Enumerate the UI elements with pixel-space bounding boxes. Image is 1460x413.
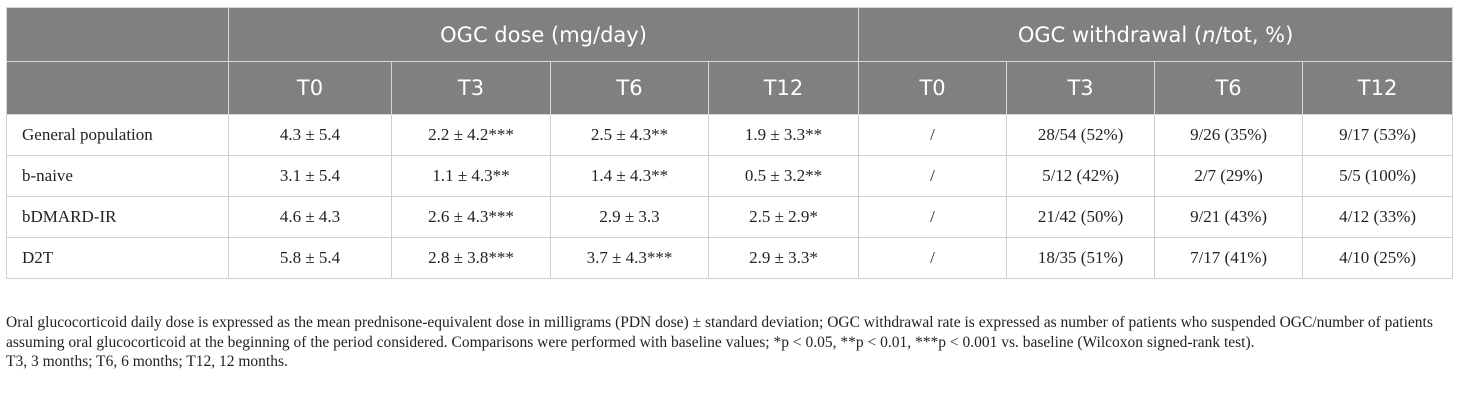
sub-header-cell: T6 bbox=[550, 61, 709, 115]
table-row: General population 4.3 ± 5.4 2.2 ± 4.2**… bbox=[6, 114, 1454, 156]
table-cell: 2/7 (29%) bbox=[1154, 155, 1304, 197]
table-cell: 5/5 (100%) bbox=[1302, 155, 1454, 197]
table-cell: 2.5 ± 2.9* bbox=[707, 196, 860, 238]
group-header-dose: OGC dose (mg/day) bbox=[227, 7, 860, 62]
data-table-container: OGC dose (mg/day) OGC withdrawal (n/tot,… bbox=[6, 7, 1454, 279]
table-row: bDMARD-IR 4.6 ± 4.3 2.6 ± 4.3*** 2.9 ± 3… bbox=[6, 196, 1454, 238]
table-cell: 4.6 ± 4.3 bbox=[228, 196, 392, 238]
table-cell: 21/42 (50%) bbox=[1006, 196, 1156, 238]
table-cell: / bbox=[858, 237, 1008, 279]
table-row: b-naive 3.1 ± 5.4 1.1 ± 4.3** 1.4 ± 4.3*… bbox=[6, 155, 1454, 197]
table-cell: 9/21 (43%) bbox=[1154, 196, 1304, 238]
table-footnotes: Oral glucocorticoid daily dose is expres… bbox=[6, 313, 1452, 372]
table-cell: 2.9 ± 3.3 bbox=[550, 196, 709, 238]
table-cell: 3.1 ± 5.4 bbox=[228, 155, 392, 197]
table-cell: 2.6 ± 4.3*** bbox=[391, 196, 551, 238]
table-cell: 2.2 ± 4.2*** bbox=[391, 114, 551, 156]
sub-header-row: T0 T3 T6 T12 T0 T3 T6 T12 bbox=[6, 61, 1454, 115]
group-header-row: OGC dose (mg/day) OGC withdrawal (n/tot,… bbox=[6, 7, 1454, 62]
table-cell: 1.4 ± 4.3** bbox=[550, 155, 709, 197]
table-cell: / bbox=[858, 114, 1008, 156]
table-cell: 28/54 (52%) bbox=[1006, 114, 1156, 156]
table-cell: / bbox=[858, 196, 1008, 238]
sub-header-cell: T6 bbox=[1154, 61, 1304, 115]
table-cell: 5/12 (42%) bbox=[1006, 155, 1156, 197]
table-cell: 9/26 (35%) bbox=[1154, 114, 1304, 156]
sub-header-cell: T12 bbox=[1302, 61, 1454, 115]
table-cell: 1.1 ± 4.3** bbox=[391, 155, 551, 197]
table-cell: 2.8 ± 3.8*** bbox=[391, 237, 551, 279]
row-label: General population bbox=[6, 114, 229, 156]
table-cell: 2.5 ± 4.3** bbox=[550, 114, 709, 156]
row-label: b-naive bbox=[6, 155, 229, 197]
table-cell: 4/12 (33%) bbox=[1302, 196, 1454, 238]
sub-header-corner-cell bbox=[6, 61, 229, 115]
table-cell: 2.9 ± 3.3* bbox=[707, 237, 860, 279]
sub-header-cell: T12 bbox=[707, 61, 860, 115]
sub-header-cell: T3 bbox=[1006, 61, 1156, 115]
table-cell: 9/17 (53%) bbox=[1302, 114, 1454, 156]
group-header-withdrawal: OGC withdrawal (n/tot, %) bbox=[858, 7, 1454, 62]
sub-header-cell: T0 bbox=[858, 61, 1008, 115]
table-cell: 4.3 ± 5.4 bbox=[228, 114, 392, 156]
table-cell: / bbox=[858, 155, 1008, 197]
table-cell: 18/35 (51%) bbox=[1006, 237, 1156, 279]
sub-header-cell: T0 bbox=[228, 61, 392, 115]
table-row: D2T 5.8 ± 5.4 2.8 ± 3.8*** 3.7 ± 4.3*** … bbox=[6, 237, 1454, 279]
table-cell: 1.9 ± 3.3** bbox=[707, 114, 860, 156]
table-cell: 7/17 (41%) bbox=[1154, 237, 1304, 279]
row-label: D2T bbox=[6, 237, 229, 279]
row-label: bDMARD-IR bbox=[6, 196, 229, 238]
sub-header-cell: T3 bbox=[391, 61, 551, 115]
table-cell: 4/10 (25%) bbox=[1302, 237, 1454, 279]
footnote-timepoints: T3, 3 months; T6, 6 months; T12, 12 mont… bbox=[6, 353, 288, 370]
header-corner-cell bbox=[6, 7, 229, 62]
table-cell: 3.7 ± 4.3*** bbox=[550, 237, 709, 279]
footnote-definitions: Oral glucocorticoid daily dose is expres… bbox=[6, 314, 1433, 351]
ogc-table: OGC dose (mg/day) OGC withdrawal (n/tot,… bbox=[6, 7, 1454, 279]
table-cell: 5.8 ± 5.4 bbox=[228, 237, 392, 279]
table-cell: 0.5 ± 3.2** bbox=[707, 155, 860, 197]
